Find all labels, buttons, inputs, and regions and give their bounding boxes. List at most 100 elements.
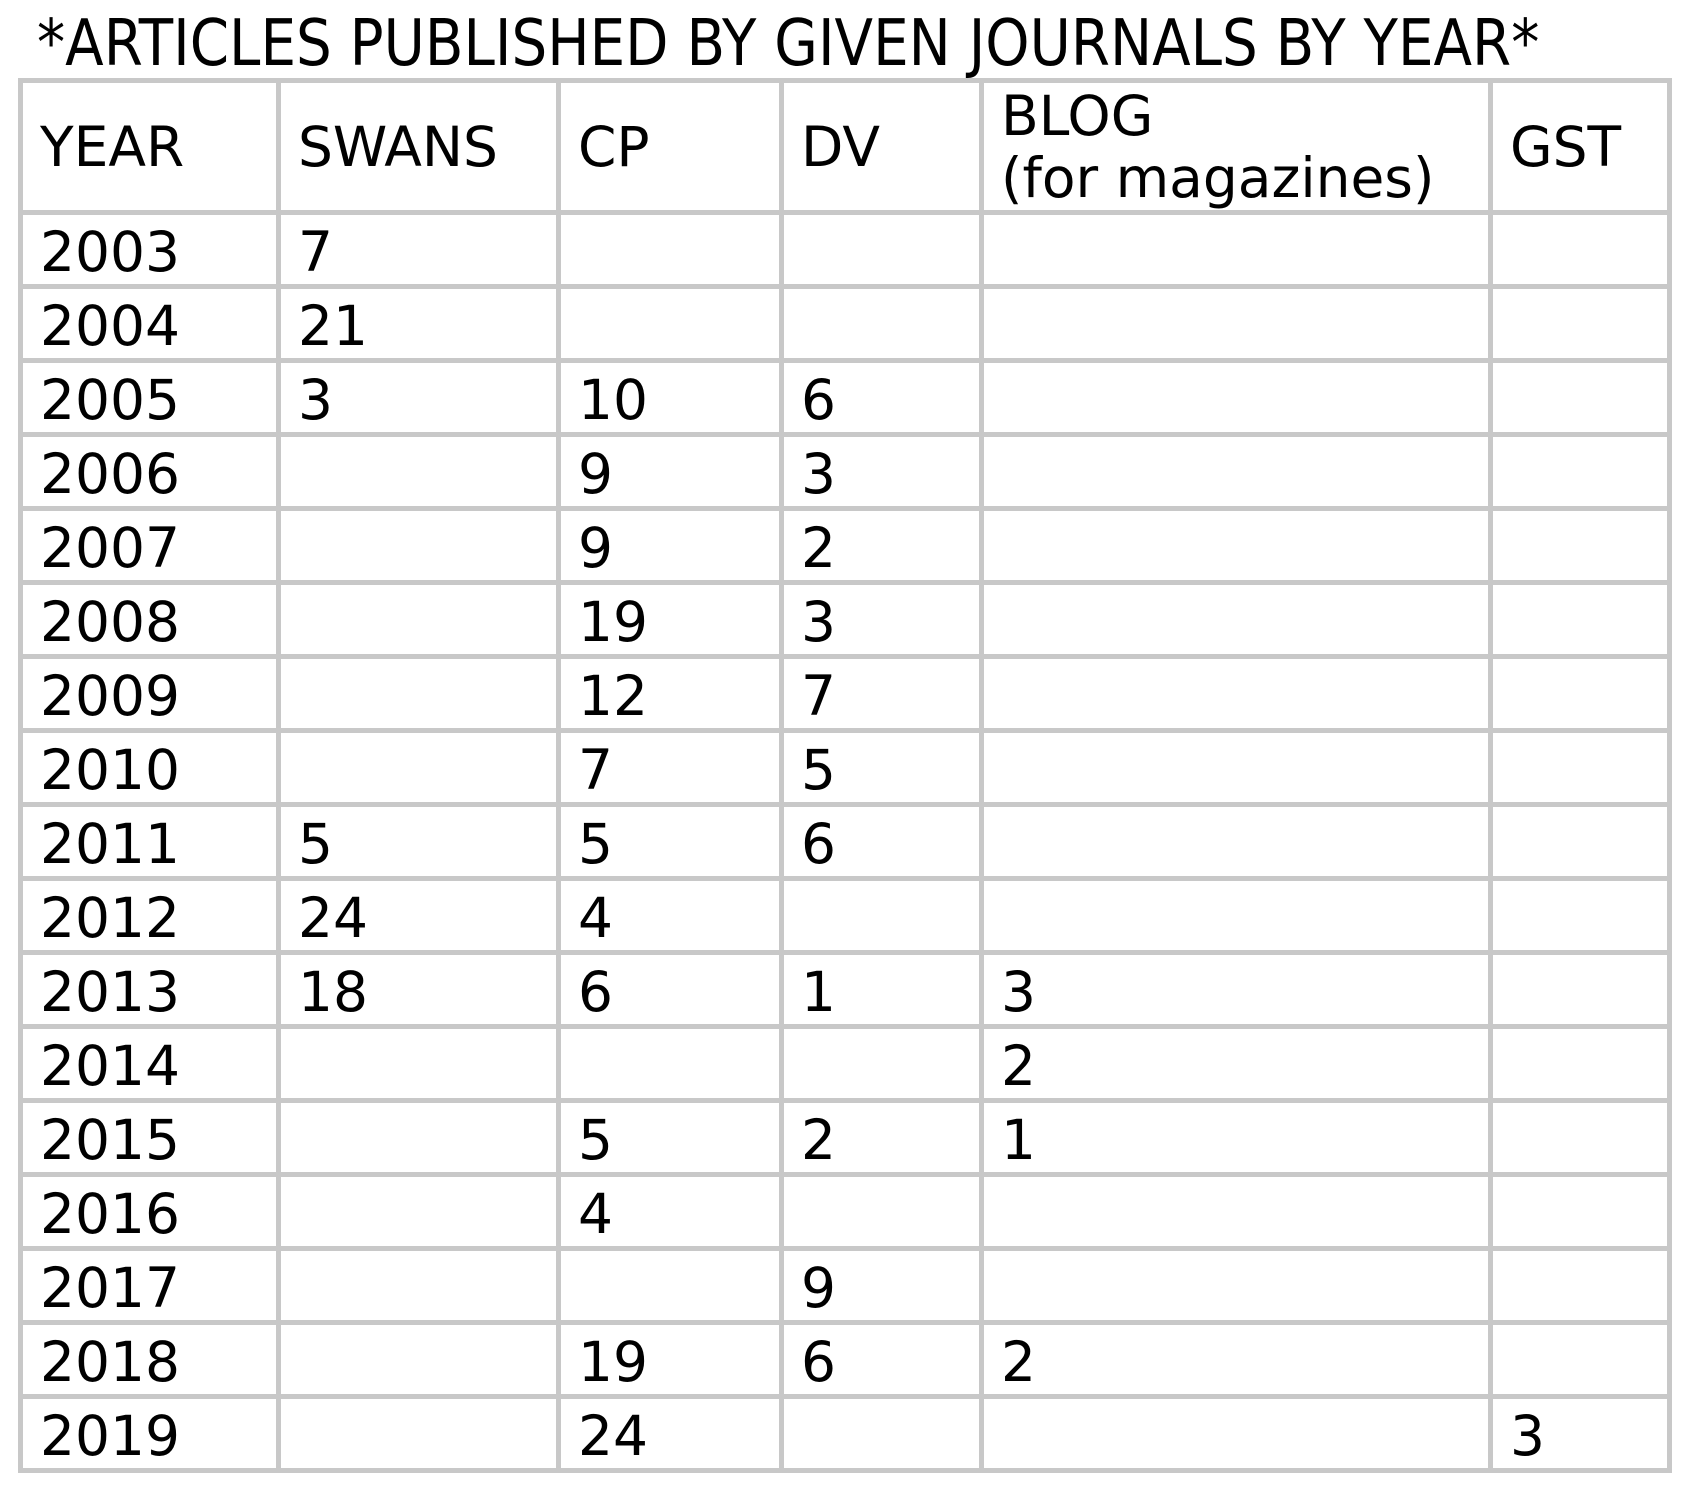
cell-cp: 5 [561,1103,779,1172]
table-row: 2018 19 6 2 [23,1325,1667,1394]
cell-blog [984,215,1488,284]
col-header-swans: SWANS [281,83,556,210]
cell-gst [1493,511,1667,580]
cell-blog: 2 [984,1029,1488,1098]
cell-cp: 7 [561,733,779,802]
cell-gst [1493,215,1667,284]
table-row: 2007 9 2 [23,511,1667,580]
table-row: 2015 5 2 1 [23,1103,1667,1172]
cell-year: 2009 [23,659,276,728]
cell-year: 2004 [23,289,276,358]
cell-dv [784,1029,979,1098]
table-row: 2014 2 [23,1029,1667,1098]
cell-blog [984,363,1488,432]
cell-gst: 3 [1493,1399,1667,1468]
cell-dv: 6 [784,1325,979,1394]
cell-blog: 1 [984,1103,1488,1172]
cell-swans: 3 [281,363,556,432]
cell-blog [984,1399,1488,1468]
cell-swans [281,511,556,580]
cell-dv: 3 [784,585,979,654]
cell-gst [1493,585,1667,654]
cell-cp [561,289,779,358]
cell-year: 2013 [23,955,276,1024]
cell-blog [984,437,1488,506]
cell-dv [784,289,979,358]
cell-gst [1493,881,1667,950]
cell-swans [281,1251,556,1320]
col-header-blog-label: BLOG [1001,83,1154,148]
cell-swans [281,1029,556,1098]
cell-gst [1493,733,1667,802]
cell-swans: 24 [281,881,556,950]
col-header-dv: DV [784,83,979,210]
cell-gst [1493,1103,1667,1172]
cell-gst [1493,807,1667,876]
cell-swans [281,437,556,506]
cell-dv: 2 [784,1103,979,1172]
col-header-gst: GST [1493,83,1667,210]
cell-gst [1493,1029,1667,1098]
col-header-cp: CP [561,83,779,210]
cell-swans [281,1399,556,1468]
cell-gst [1493,659,1667,728]
col-header-year: YEAR [23,83,276,210]
cell-year: 2016 [23,1177,276,1246]
cell-year: 2012 [23,881,276,950]
cell-cp [561,215,779,284]
cell-swans [281,659,556,728]
cell-dv: 6 [784,363,979,432]
cell-year: 2011 [23,807,276,876]
cell-dv [784,215,979,284]
cell-dv [784,1177,979,1246]
cell-dv: 3 [784,437,979,506]
table-row: 2013 18 6 1 3 [23,955,1667,1024]
cell-cp: 9 [561,511,779,580]
cell-blog [984,289,1488,358]
cell-year: 2019 [23,1399,276,1468]
table-row: 2008 19 3 [23,585,1667,654]
cell-swans [281,733,556,802]
table-row: 2004 21 [23,289,1667,358]
cell-cp: 12 [561,659,779,728]
table-body: 2003 7 2004 21 2005 3 10 6 2006 9 3 2007 9 2 2008 19 3 20… [23,215,1667,1468]
cell-swans: 7 [281,215,556,284]
cell-gst [1493,437,1667,506]
cell-cp: 9 [561,437,779,506]
cell-cp: 4 [561,1177,779,1246]
cell-year: 2006 [23,437,276,506]
cell-gst [1493,1251,1667,1320]
cell-blog: 2 [984,1325,1488,1394]
cell-year: 2007 [23,511,276,580]
table-row: 2019 24 3 [23,1399,1667,1468]
cell-dv: 5 [784,733,979,802]
cell-blog [984,511,1488,580]
cell-gst [1493,955,1667,1024]
cell-year: 2018 [23,1325,276,1394]
cell-blog: 3 [984,955,1488,1024]
cell-cp [561,1029,779,1098]
cell-swans: 18 [281,955,556,1024]
cell-gst [1493,289,1667,358]
cell-year: 2003 [23,215,276,284]
table-row: 2003 7 [23,215,1667,284]
cell-year: 2005 [23,363,276,432]
cell-dv [784,1399,979,1468]
cell-blog [984,807,1488,876]
cell-swans [281,1325,556,1394]
table-row: 2016 4 [23,1177,1667,1246]
cell-swans [281,585,556,654]
page-title: *ARTICLES PUBLISHED BY GIVEN JOURNALS BY… [37,7,1540,81]
cell-swans [281,1103,556,1172]
cell-dv: 7 [784,659,979,728]
table-row: 2009 12 7 [23,659,1667,728]
table-row: 2005 3 10 6 [23,363,1667,432]
header-row: YEAR SWANS CP DV BLOG (for magazines) GS… [23,83,1667,210]
cell-blog [984,1177,1488,1246]
table-row: 2010 7 5 [23,733,1667,802]
cell-year: 2010 [23,733,276,802]
cell-swans [281,1177,556,1246]
cell-cp: 10 [561,363,779,432]
cell-swans: 5 [281,807,556,876]
cell-swans: 21 [281,289,556,358]
